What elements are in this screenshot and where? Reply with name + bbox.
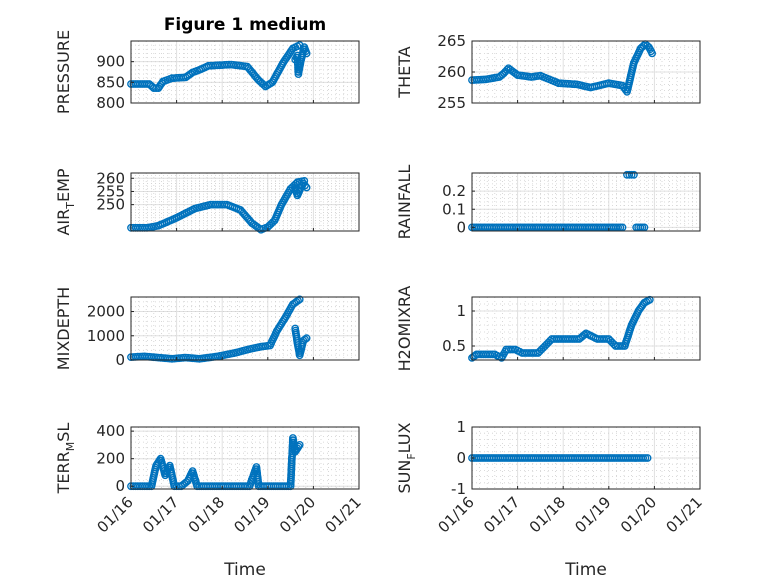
series-markers <box>468 295 654 362</box>
y-tick-label: 1 <box>456 418 466 436</box>
y-tick-label: 250 <box>96 196 125 214</box>
series-markers <box>468 40 656 96</box>
axes-box <box>471 172 701 232</box>
data-point <box>531 349 540 357</box>
y-tick-label: 2000 <box>87 303 125 321</box>
y-tick-label: 0.2 <box>442 182 466 200</box>
y-axis-label: AIRTEMP <box>54 168 77 235</box>
subplot-2: 255 260 265 THETA <box>395 32 701 112</box>
y-tick-label: 260 <box>96 169 125 187</box>
y-axis-label: TERRMSL <box>54 423 77 495</box>
y-tick-label: 265 <box>437 32 466 50</box>
y-tick-label: 1 <box>456 302 466 320</box>
y-axis-label-rest: LUX <box>395 422 414 453</box>
y-axis-label-text: SUN <box>395 460 414 494</box>
y-axis-label-subscript: M <box>64 442 77 452</box>
plot-area <box>131 41 359 103</box>
data-point <box>503 66 511 74</box>
y-tick-label: 900 <box>96 53 125 71</box>
axes-box <box>471 296 701 361</box>
y-tick-label: 255 <box>96 182 125 200</box>
y-tick-label: 0 <box>456 218 466 236</box>
y-axis-label: H2OMIXRA <box>395 286 414 372</box>
data-point <box>301 335 309 344</box>
data-point <box>648 49 656 58</box>
y-tick-label: 800 <box>96 94 125 112</box>
plot-area <box>131 297 359 360</box>
subplot-5: 0 1000 2000 MIXDEPTH <box>54 287 360 370</box>
x-axis-label: Time <box>223 560 266 580</box>
subplot-title: Figure 1 medium <box>164 15 326 35</box>
y-axis-label-subscript: F <box>405 453 418 459</box>
y-axis-label-text: RAINFALL <box>395 165 414 240</box>
series-markers <box>127 41 311 93</box>
y-axis-label: PRESSURE <box>54 30 73 114</box>
data-point <box>295 41 304 49</box>
axes-box <box>130 296 360 361</box>
data-point <box>509 345 517 354</box>
y-tick-label: 0 <box>115 351 125 369</box>
data-point <box>580 330 589 339</box>
y-tick-label: 1000 <box>87 327 125 345</box>
subplot-4: 00.10.2 RAINFALL <box>395 165 701 240</box>
y-tick-label: 850 <box>96 73 125 91</box>
y-axis-label-text: TERR <box>54 451 73 494</box>
data-point <box>302 49 311 58</box>
data-point <box>639 41 648 50</box>
series-markers <box>127 295 311 363</box>
axes-box <box>130 40 360 104</box>
y-tick-label: 0 <box>456 449 466 467</box>
y-tick-label: 0 <box>115 477 125 495</box>
y-tick-label: 0.1 <box>442 200 466 218</box>
axes-box <box>130 172 360 232</box>
y-axis-label-text: PRESSURE <box>54 30 73 114</box>
data-point <box>295 440 304 449</box>
data-point <box>295 295 304 304</box>
subplot-6: 0.5 1 H2OMIXRA <box>395 286 701 372</box>
y-tick-label: -1 <box>451 480 466 498</box>
subplot-1: 800 850 900 PRESSURE Figure 1 medium <box>54 15 360 114</box>
y-axis-label: THETA <box>395 46 414 98</box>
y-axis-label: SUNFLUX <box>395 422 418 493</box>
y-tick-label: 200 <box>96 450 125 468</box>
y-axis-label-rest: SL <box>54 423 73 442</box>
x-axis-label: Time <box>564 560 607 580</box>
data-point <box>630 170 638 179</box>
y-tick-label: 0.5 <box>442 337 466 355</box>
y-axis-label-rest: EMP <box>54 168 73 202</box>
y-tick-label: 255 <box>437 94 466 112</box>
y-axis-label: MIXDEPTH <box>54 287 73 370</box>
data-point <box>643 454 652 462</box>
y-axis-label-subscript: T <box>64 202 77 210</box>
y-tick-label: 400 <box>96 422 125 440</box>
data-point <box>186 69 195 78</box>
y-axis-label: RAINFALL <box>395 165 414 240</box>
y-axis-label-text: MIXDEPTH <box>54 287 73 370</box>
y-tick-label: 260 <box>437 63 466 81</box>
data-point <box>302 183 311 192</box>
data-point <box>627 170 636 179</box>
y-axis-label-text: H2OMIXRA <box>395 286 414 372</box>
data-point <box>625 170 634 179</box>
axes-box <box>130 426 360 490</box>
data-point <box>301 181 309 190</box>
y-axis-label-text: AIR <box>54 209 73 236</box>
data-point <box>302 334 311 343</box>
y-axis-label-text: THETA <box>395 46 414 98</box>
data-point <box>602 335 611 343</box>
data-point <box>259 81 268 89</box>
data-point <box>488 350 497 359</box>
